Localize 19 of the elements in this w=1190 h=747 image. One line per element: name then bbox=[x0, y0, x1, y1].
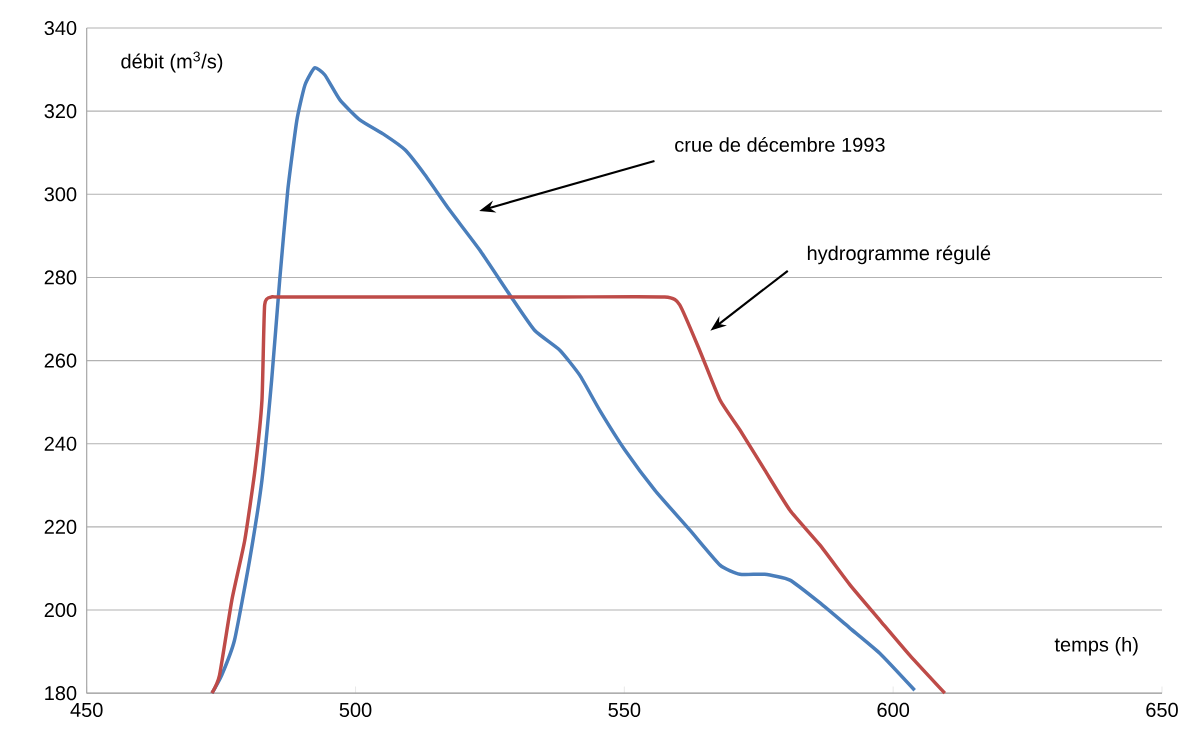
x-tick-label: 450 bbox=[70, 702, 103, 717]
y-tick-label: 240 bbox=[44, 436, 77, 451]
x-tick-label: 650 bbox=[1146, 702, 1178, 717]
y-tick-label: 260 bbox=[44, 353, 77, 368]
x-axis-title: temps (h) bbox=[1054, 636, 1138, 656]
x-tick-label: 500 bbox=[339, 702, 372, 717]
y-tick-label: 300 bbox=[44, 187, 77, 202]
annotation: crue de décembre 1993 bbox=[675, 136, 885, 152]
y-tick-label: 180 bbox=[45, 686, 77, 701]
x-tick-label: 550 bbox=[608, 702, 641, 717]
y-tick-label: 320 bbox=[44, 103, 77, 119]
annotation: hydrogramme régulé bbox=[807, 245, 991, 265]
y-tick-label: 340 bbox=[44, 20, 77, 35]
y-tick-label: 280 bbox=[44, 270, 77, 285]
y-tick-label: 220 bbox=[44, 519, 77, 534]
y-axis-title: débit (m$^{3}$/s) bbox=[121, 51, 223, 73]
y-tick-label: 200 bbox=[44, 602, 77, 618]
line-series bbox=[210, 294, 947, 695]
x-tick-label: 600 bbox=[877, 702, 910, 717]
